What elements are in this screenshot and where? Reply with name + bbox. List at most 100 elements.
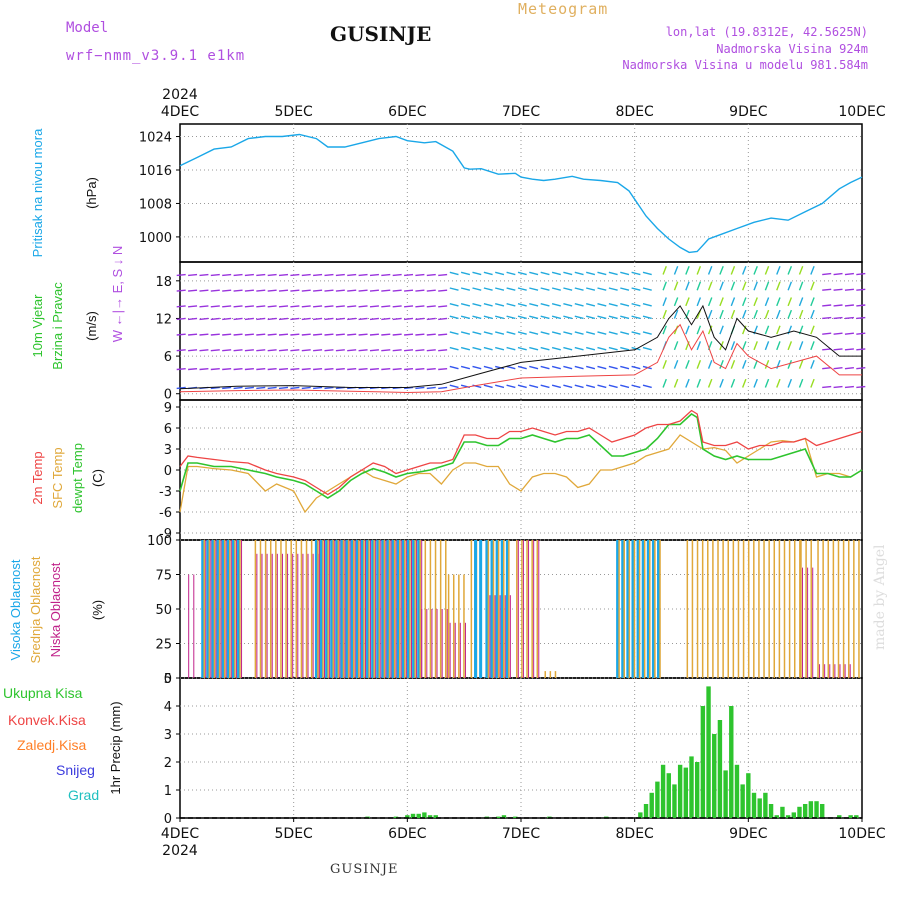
wind-arrow bbox=[844, 348, 854, 351]
wind-arrow bbox=[495, 271, 505, 276]
wind-arrow bbox=[696, 341, 702, 351]
wind-arrow bbox=[662, 297, 667, 307]
wind-arrow bbox=[608, 271, 618, 276]
wind-arrow bbox=[620, 315, 630, 320]
cloud-ylabel-low: Niska Oblacnost bbox=[48, 562, 63, 657]
wind-arrow bbox=[540, 303, 550, 307]
wind-ytick-label: 6 bbox=[164, 350, 172, 365]
wind-arrow bbox=[506, 271, 516, 276]
wind-arrow bbox=[176, 317, 186, 321]
wind-arrow bbox=[608, 384, 618, 389]
wind-arrow bbox=[551, 303, 561, 307]
wind-arrow bbox=[438, 289, 448, 292]
wind-arrow bbox=[404, 273, 414, 277]
wind-arrow bbox=[210, 273, 220, 277]
wind-arrow bbox=[210, 289, 220, 292]
precip-bar bbox=[763, 792, 768, 818]
clouds-ytick-label: 100 bbox=[147, 534, 172, 549]
temperature-ytick-label: 6 bbox=[164, 422, 172, 437]
wind-arrow bbox=[210, 386, 220, 390]
wind-arrow bbox=[529, 315, 539, 320]
wind-arrow bbox=[833, 288, 843, 291]
wind-arrow bbox=[199, 273, 209, 277]
wind-arrow bbox=[551, 384, 561, 389]
wind-arrow bbox=[810, 341, 815, 351]
wind-arrow bbox=[506, 384, 516, 389]
wind-arrow bbox=[563, 271, 573, 276]
wind-arrow bbox=[574, 315, 584, 320]
wind-arrow bbox=[176, 305, 186, 308]
wind-arrow bbox=[822, 272, 832, 276]
wind-arrow bbox=[529, 287, 539, 291]
wind-arrow bbox=[210, 317, 220, 321]
high-cloud-bar bbox=[335, 540, 339, 678]
wind-arrow bbox=[753, 297, 758, 307]
wind-arrow bbox=[392, 289, 402, 292]
wind-arrow bbox=[358, 333, 368, 336]
wind-arrow bbox=[810, 265, 815, 275]
wind-arrow bbox=[540, 315, 550, 320]
wind-ylabel-2: Brzina i Pravac bbox=[50, 282, 65, 370]
high-cloud-bar bbox=[646, 540, 650, 678]
wind-arrow bbox=[358, 367, 368, 371]
wind-arrow bbox=[620, 346, 630, 351]
precip-bar bbox=[797, 806, 802, 818]
wind-arrow bbox=[798, 265, 804, 275]
wind-arrow bbox=[833, 367, 843, 370]
wind-arrow bbox=[324, 273, 334, 277]
precip-bar bbox=[808, 801, 814, 818]
wind-arrow bbox=[290, 289, 300, 292]
wind-arrow bbox=[563, 287, 573, 291]
wind-arrow bbox=[753, 309, 758, 319]
pressure-unit: (hPa) bbox=[84, 177, 99, 209]
precip-bar bbox=[717, 720, 723, 818]
wind-arrow bbox=[369, 349, 379, 352]
wind-arrow bbox=[176, 349, 186, 352]
high-cloud-bar bbox=[495, 540, 499, 678]
wind-arrow bbox=[324, 289, 334, 292]
year-label-bottom: 2024 bbox=[162, 843, 198, 859]
pressure-ytick-label: 1000 bbox=[139, 231, 172, 246]
wind-arrow bbox=[776, 309, 781, 319]
wind-arrow bbox=[517, 271, 527, 276]
wind-arrow bbox=[244, 386, 254, 390]
elevation-label: Nadmorska Visina 924m bbox=[716, 42, 868, 56]
wind-arrow bbox=[707, 378, 713, 388]
sfc-temp-line bbox=[179, 434, 863, 514]
wind-arrow bbox=[301, 273, 311, 277]
high-cloud-bar bbox=[355, 540, 359, 678]
wind-arrow bbox=[313, 349, 323, 352]
wind-arrow bbox=[449, 365, 459, 370]
wind-arrow bbox=[833, 316, 843, 320]
wind-arrow bbox=[662, 325, 667, 335]
wind-arrow bbox=[358, 305, 368, 308]
wind-arrow bbox=[495, 303, 505, 307]
wind-arrow bbox=[844, 288, 854, 291]
precip-bar bbox=[780, 806, 785, 818]
page-title: GUSINJE bbox=[330, 22, 432, 46]
wind-arrow bbox=[415, 349, 425, 352]
wind-arrow bbox=[730, 378, 736, 388]
wind-arrow bbox=[381, 273, 391, 277]
high-cloud-bar bbox=[500, 540, 504, 678]
precip-legend-item: Zaledj.Kisa bbox=[17, 737, 86, 753]
top-day-label: 4DEC bbox=[161, 104, 200, 120]
wind-arrow bbox=[290, 273, 300, 277]
top-day-label: 7DEC bbox=[502, 104, 541, 120]
temp-ylabel-sfc: SFC Temp bbox=[50, 447, 65, 508]
wind-arrow bbox=[290, 333, 300, 336]
wind-arrow bbox=[483, 331, 493, 335]
wind-arrow bbox=[233, 349, 243, 352]
wind-arrow bbox=[290, 386, 300, 390]
wind-arrow bbox=[642, 346, 652, 351]
wind-arrow bbox=[741, 265, 747, 275]
wind-arrow bbox=[551, 346, 561, 351]
wind-arrow bbox=[381, 367, 391, 371]
wind-arrow bbox=[608, 315, 618, 320]
wind-arrow bbox=[707, 265, 713, 275]
high-cloud-bar bbox=[340, 540, 344, 678]
wind-arrow bbox=[495, 346, 505, 351]
wind-arrow bbox=[540, 346, 550, 351]
precip-bar bbox=[496, 816, 501, 818]
wind-ytick-label: 0 bbox=[164, 388, 172, 403]
